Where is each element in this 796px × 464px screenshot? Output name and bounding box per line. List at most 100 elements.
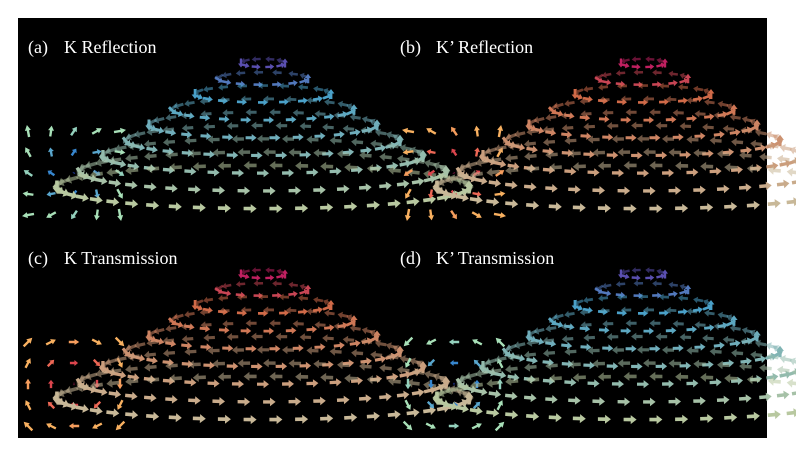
arrow: [306, 308, 318, 316]
arrow: [729, 324, 741, 333]
arrow: [23, 170, 33, 177]
arrow: [469, 195, 483, 205]
arrow: [68, 339, 80, 345]
arrow: [739, 151, 752, 160]
arrow: [106, 167, 120, 177]
arrow: [404, 208, 411, 221]
arrow: [95, 158, 108, 167]
arrow: [617, 358, 631, 368]
arrow: [360, 126, 373, 135]
arrow: [275, 332, 288, 341]
arrow: [717, 311, 729, 319]
arrow: [342, 148, 355, 157]
arrow: [263, 358, 276, 368]
arrow: [238, 269, 244, 279]
arrow: [472, 191, 482, 197]
arrow: [703, 299, 713, 306]
arrow: [299, 361, 312, 370]
arrow: [269, 415, 283, 425]
arrow: [739, 362, 752, 371]
arrow: [713, 341, 725, 350]
arrow: [475, 176, 488, 185]
arrow: [345, 108, 356, 116]
panel-title: K’ Transmission: [436, 248, 554, 268]
arrow: [226, 151, 239, 160]
arrow: [655, 151, 668, 160]
arrow: [282, 168, 294, 178]
arrow: [571, 89, 579, 99]
arrow: [336, 395, 350, 405]
arrow: [279, 98, 289, 106]
arrow: [750, 139, 763, 148]
arrow: [200, 110, 212, 118]
arrow: [759, 181, 772, 191]
arrow: [322, 334, 334, 343]
arrow: [125, 364, 138, 374]
arrow: [779, 159, 792, 168]
arrow: [772, 345, 784, 354]
arrow: [212, 186, 225, 195]
arrow: [505, 165, 519, 175]
arrow: [702, 123, 714, 132]
arrow: [237, 397, 251, 407]
arrow: [572, 373, 586, 382]
arrow: [542, 336, 555, 345]
arrow: [295, 161, 309, 171]
arrow: [314, 343, 326, 351]
arrow: [387, 376, 401, 386]
arrow: [299, 283, 309, 290]
arrow: [649, 204, 663, 214]
arrow: [726, 103, 737, 111]
arrow: [191, 89, 199, 99]
arrow: [779, 144, 792, 153]
arrow: [65, 174, 79, 184]
arrow: [620, 95, 632, 103]
arrow: [322, 360, 334, 369]
arrow: [329, 167, 342, 176]
arrow: [700, 414, 714, 423]
arrow: [749, 118, 761, 127]
arrow: [125, 410, 139, 420]
arrow: [668, 397, 681, 406]
arrow: [207, 379, 220, 388]
arrow: [533, 327, 545, 335]
arrow: [265, 274, 275, 281]
arrow: [486, 408, 500, 418]
arrow: [637, 134, 649, 143]
arrow: [791, 391, 796, 396]
arrow: [168, 163, 182, 172]
arrow: [387, 165, 401, 175]
arrow: [631, 121, 643, 130]
arrow: [582, 306, 593, 314]
arrow: [192, 414, 206, 424]
arrow: [162, 125, 175, 134]
arrow: [573, 299, 584, 306]
arrow: [428, 379, 434, 389]
arrow: [116, 188, 123, 199]
arrow: [275, 362, 288, 371]
arrow: [379, 392, 392, 402]
arrow: [320, 203, 334, 212]
arrow: [359, 362, 372, 371]
arrow: [731, 348, 744, 358]
arrow: [359, 394, 372, 403]
arrow: [659, 82, 670, 90]
arrow: [725, 108, 736, 116]
arrow: [165, 113, 177, 122]
arrow: [620, 116, 632, 124]
arrow: [370, 350, 383, 359]
arrow: [361, 116, 373, 124]
arrow: [469, 406, 483, 416]
arrow: [649, 371, 663, 381]
arrow: [656, 273, 666, 280]
arrow: [258, 82, 268, 89]
arrow: [693, 296, 704, 304]
arrow: [779, 355, 792, 364]
arrow: [144, 393, 157, 403]
arrow: [615, 70, 626, 77]
arrow: [672, 109, 684, 117]
arrow: [184, 378, 197, 387]
arrow: [387, 410, 401, 420]
arrow: [276, 62, 286, 69]
arrow: [387, 199, 401, 209]
